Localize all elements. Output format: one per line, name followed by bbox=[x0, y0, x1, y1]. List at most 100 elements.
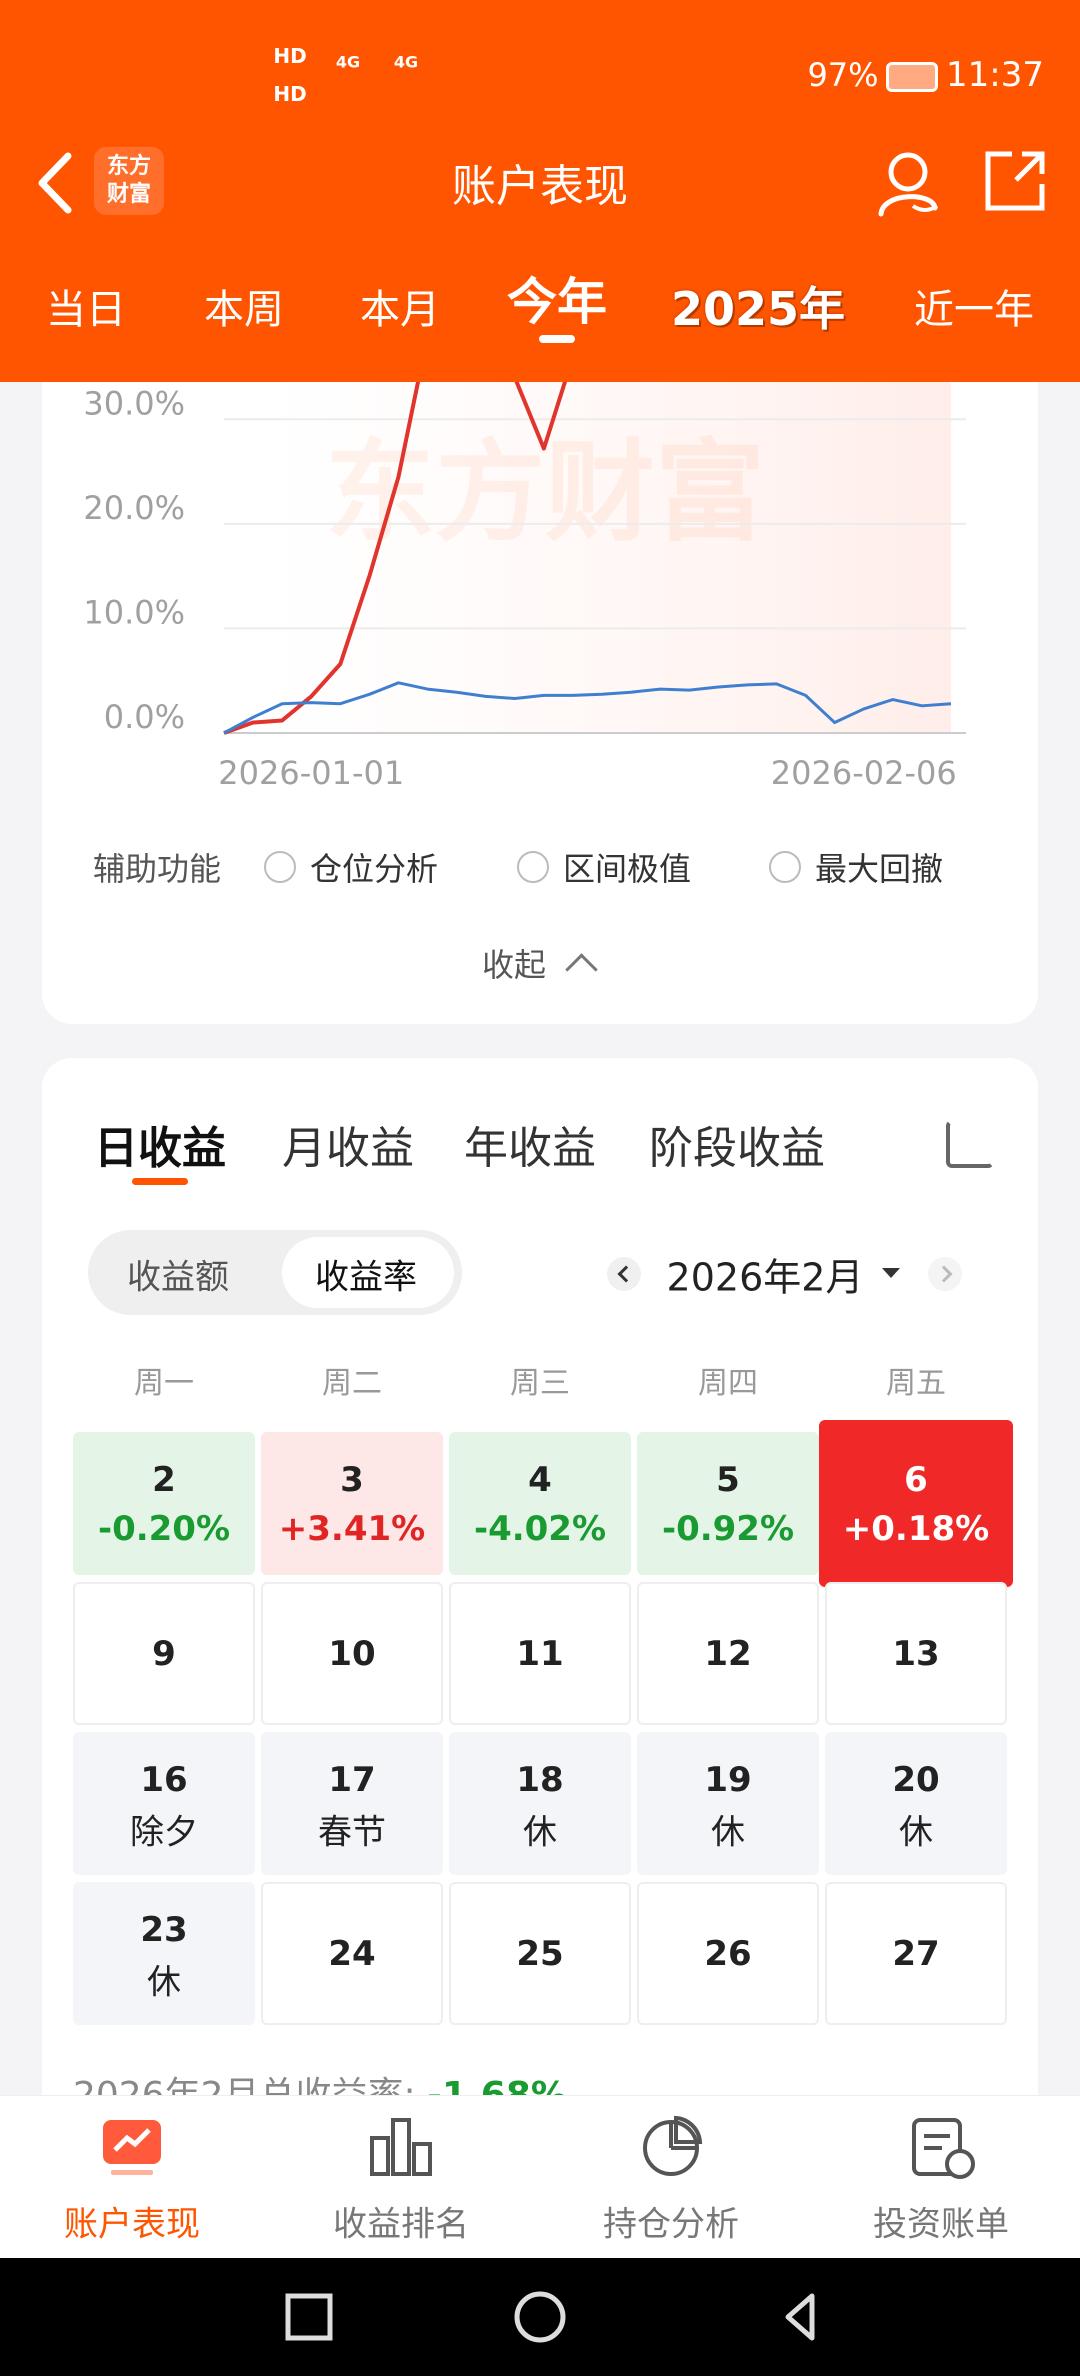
toggle-option[interactable]: 收益率 bbox=[315, 1257, 417, 1298]
period-tab[interactable]: 当日 bbox=[46, 287, 126, 333]
radio[interactable] bbox=[517, 851, 549, 883]
calendar-cell[interactable]: 23 休 bbox=[73, 1882, 255, 2025]
system-nav bbox=[0, 2258, 1080, 2376]
calendar-cell[interactable]: 25 bbox=[449, 1882, 631, 2025]
weekday: 周五 bbox=[886, 1366, 946, 1401]
calendar-cell[interactable]: 9 bbox=[73, 1582, 255, 1725]
calendar-cell[interactable]: 20 休 bbox=[825, 1732, 1007, 1875]
month-label[interactable]: 2026年2月 bbox=[666, 1255, 864, 1300]
calendar-cell[interactable]: 2 -0.20% bbox=[73, 1432, 255, 1575]
y-tick-label: 10.0% bbox=[83, 593, 185, 631]
nav-label[interactable]: 账户表现 bbox=[64, 2204, 200, 2245]
calendar-cell[interactable]: 4 -4.02% bbox=[449, 1432, 631, 1575]
day-note: 除夕 bbox=[130, 1812, 198, 1852]
calendar-cell[interactable]: 24 bbox=[261, 1882, 443, 2025]
user-icon[interactable] bbox=[875, 148, 945, 218]
calendar-cell[interactable]: 19 休 bbox=[637, 1732, 819, 1875]
calendar-cell[interactable]: 5 -0.92% bbox=[637, 1432, 819, 1575]
network-label: 4G bbox=[393, 52, 419, 72]
daily-return: -4.02% bbox=[473, 1508, 607, 1549]
icon-shape bbox=[412, 2142, 432, 2176]
weekday: 周四 bbox=[698, 1366, 758, 1401]
toggle-active-bg bbox=[282, 1237, 454, 1308]
calendar-cell[interactable]: 3 +3.41% bbox=[261, 1432, 443, 1575]
calendar-day: 17 bbox=[328, 1759, 376, 1800]
nav-icon[interactable] bbox=[906, 2112, 976, 2182]
calendar-cell[interactable]: 26 bbox=[637, 1882, 819, 2025]
icon-shape bbox=[912, 2118, 962, 2176]
calendar-day: 2 bbox=[152, 1459, 176, 1500]
aux-option[interactable]: 最大回撤 bbox=[815, 850, 944, 888]
calendar-day: 25 bbox=[516, 1933, 564, 1974]
recent-button[interactable] bbox=[285, 2293, 333, 2341]
next-month[interactable] bbox=[928, 1257, 962, 1291]
bottom-nav bbox=[0, 2095, 1080, 2259]
back-button[interactable] bbox=[30, 148, 80, 218]
calendar-cell[interactable]: 17 春节 bbox=[261, 1732, 443, 1875]
calendar-cell[interactable]: 16 除夕 bbox=[73, 1732, 255, 1875]
daily-return: -0.92% bbox=[661, 1508, 795, 1549]
day-note: 休 bbox=[523, 1812, 557, 1852]
calendar-day: 19 bbox=[704, 1759, 752, 1800]
calendar-cell[interactable]: 10 bbox=[261, 1582, 443, 1725]
icon-shape bbox=[945, 2149, 975, 2179]
battery-level: 97% bbox=[807, 56, 879, 94]
returns-tab[interactable]: 日收益 bbox=[94, 1123, 226, 1174]
icon-shape bbox=[674, 2115, 703, 2144]
returns-tab[interactable]: 阶段收益 bbox=[649, 1123, 825, 1174]
period-tab[interactable]: 2025年 bbox=[670, 282, 846, 336]
nav-icon[interactable] bbox=[97, 2112, 167, 2182]
calendar-cell[interactable]: 18 休 bbox=[449, 1732, 631, 1875]
calendar-day: 27 bbox=[892, 1933, 940, 1974]
y-tick-label: 20.0% bbox=[83, 489, 185, 527]
x-tick-label: 2026-01-01 bbox=[218, 754, 404, 792]
calendar-cell[interactable]: 12 bbox=[637, 1582, 819, 1725]
aux-label: 辅助功能 bbox=[92, 850, 222, 888]
returns-tab[interactable]: 月收益 bbox=[282, 1123, 414, 1174]
icon-shape bbox=[111, 2170, 153, 2175]
period-tab[interactable]: 近一年 bbox=[914, 287, 1034, 333]
logo-text: 东方 bbox=[106, 154, 152, 179]
nav-label[interactable]: 收益排名 bbox=[333, 2204, 469, 2245]
weekday: 周一 bbox=[134, 1366, 194, 1401]
aux-option[interactable]: 仓位分析 bbox=[310, 850, 439, 888]
radio[interactable] bbox=[769, 851, 801, 883]
logo: 东方 财富 bbox=[94, 147, 164, 215]
calendar-cell[interactable]: 27 bbox=[825, 1882, 1007, 2025]
nav-icon[interactable] bbox=[636, 2112, 706, 2182]
calendar-day: 20 bbox=[892, 1759, 940, 1800]
toggle-option[interactable]: 收益额 bbox=[127, 1257, 229, 1298]
daily-return: +3.41% bbox=[278, 1508, 426, 1549]
calendar-day: 9 bbox=[152, 1633, 176, 1674]
share-icon[interactable] bbox=[982, 148, 1048, 214]
period-tab[interactable]: 本周 bbox=[204, 287, 284, 333]
aux-option[interactable]: 区间极值 bbox=[563, 850, 692, 888]
sim-label: HD bbox=[273, 82, 307, 106]
returns-tab[interactable]: 年收益 bbox=[464, 1123, 596, 1174]
nav-label[interactable]: 投资账单 bbox=[873, 2204, 1009, 2245]
export-icon[interactable] bbox=[946, 1120, 994, 1168]
calendar-day: 11 bbox=[516, 1633, 564, 1674]
weekday: 周二 bbox=[322, 1366, 382, 1401]
period-tab[interactable]: 本月 bbox=[360, 287, 440, 333]
daily-return: +0.18% bbox=[842, 1508, 990, 1549]
home-button[interactable] bbox=[514, 2291, 566, 2343]
calendar-cell[interactable]: 11 bbox=[449, 1582, 631, 1725]
radio[interactable] bbox=[264, 851, 296, 883]
calendar-cell[interactable]: 13 bbox=[825, 1582, 1007, 1725]
nav-label[interactable]: 持仓分析 bbox=[603, 2204, 739, 2245]
series-line bbox=[223, 681, 952, 735]
calendar-day: 3 bbox=[340, 1459, 364, 1500]
icon-shape bbox=[669, 2122, 697, 2150]
collapse-button[interactable]: 收起 bbox=[481, 946, 547, 984]
x-tick-label: 2026-02-06 bbox=[771, 754, 957, 792]
period-tab[interactable]: 今年 bbox=[507, 273, 607, 331]
daily-return: -0.20% bbox=[97, 1508, 231, 1549]
network-label: 4G bbox=[335, 52, 361, 72]
nav-icon[interactable] bbox=[366, 2112, 436, 2182]
prev-month[interactable] bbox=[607, 1257, 641, 1291]
day-note: 休 bbox=[147, 1962, 181, 2002]
icon-shape bbox=[391, 2118, 411, 2176]
back-nav-button[interactable] bbox=[785, 2293, 815, 2341]
calendar-cell[interactable]: 6 +0.18% bbox=[819, 1420, 1013, 1587]
